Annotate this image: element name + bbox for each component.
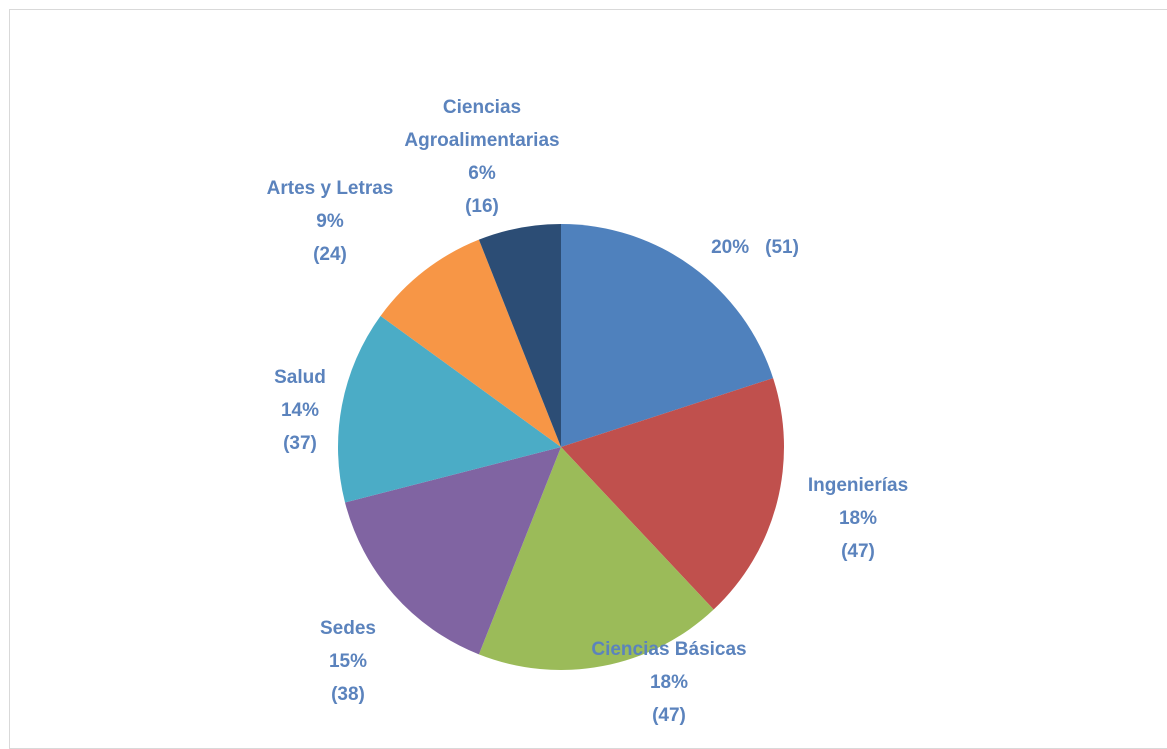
category-label: Ciencias Básicas xyxy=(591,639,747,660)
count-label: (38) xyxy=(331,684,365,705)
pie-slice xyxy=(561,224,774,447)
pie-slice xyxy=(338,315,561,503)
category-label: Salud xyxy=(274,367,326,388)
count-label: (51) xyxy=(765,237,799,258)
pie-slice xyxy=(478,447,714,670)
data-label: Sedes 15% (38) xyxy=(268,612,428,711)
percent-label: 14% xyxy=(280,400,320,421)
pie-slice xyxy=(561,378,785,610)
percent-label: 6% xyxy=(468,163,496,184)
data-label: Ciencias Básicas 18% (47) xyxy=(589,633,749,732)
category-label: Ciencias Agroalimentarias xyxy=(404,97,560,151)
count-label: (47) xyxy=(652,705,686,726)
data-label: Artes y Letras 9% (24) xyxy=(250,172,410,271)
percent-label: 9% xyxy=(316,211,344,232)
percent-label: 15% xyxy=(328,651,368,672)
count-label: (16) xyxy=(465,196,499,217)
data-label: Ciencias Agroalimentarias 6% (16) xyxy=(402,91,562,223)
data-label: 20% (51) xyxy=(703,231,807,264)
count-label: (24) xyxy=(313,244,347,265)
data-label: Ingenierías 18% (47) xyxy=(778,469,938,568)
pie-slice xyxy=(345,447,561,655)
data-label: Salud 14% (37) xyxy=(220,361,380,460)
percent-label: 20% xyxy=(711,237,750,258)
count-label: (37) xyxy=(283,433,317,454)
percent-label: 18% xyxy=(838,508,878,529)
category-label: Sedes xyxy=(320,618,376,639)
chart xyxy=(338,224,785,670)
percent-label: 18% xyxy=(649,672,689,693)
pie-slice xyxy=(478,224,561,447)
category-label: Ingenierías xyxy=(807,475,909,496)
category-label: Artes y Letras xyxy=(266,178,394,199)
count-label: (47) xyxy=(841,541,875,562)
page: (() => { const data = JSON.parse(documen… xyxy=(9,9,1167,749)
pie-slice xyxy=(380,239,561,447)
